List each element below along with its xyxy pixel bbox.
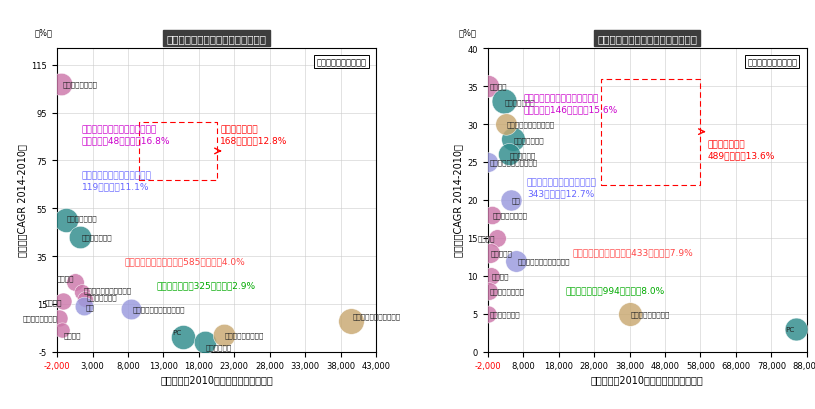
- Text: 映像配信: 映像配信: [56, 274, 74, 281]
- Point: [482, 83, 495, 90]
- Point: [57, 299, 70, 305]
- Text: ネットワークレイヤー：433億ドル、7.9%: ネットワークレイヤー：433億ドル、7.9%: [573, 247, 694, 256]
- Point: [506, 137, 519, 143]
- Text: ネット広告（オンライン）: ネット広告（オンライン）: [518, 258, 570, 264]
- Text: タブレット端末: タブレット端末: [504, 99, 535, 106]
- Point: [55, 327, 68, 334]
- Text: （%）: （%）: [35, 28, 53, 37]
- Point: [504, 197, 518, 204]
- Text: 検索: 検索: [512, 197, 521, 204]
- Title: 各市場の規模と成長性（日本市場）: 各市場の規模と成長性（日本市場）: [166, 34, 267, 44]
- Text: ％はレイヤーの成長率: ％はレイヤーの成長率: [747, 58, 797, 67]
- Text: 電子商取引: 電子商取引: [491, 250, 513, 257]
- Title: 各市場の規模と成長性（米国市場）: 各市場の規模と成長性（米国市場）: [597, 34, 698, 44]
- Point: [483, 250, 496, 257]
- Point: [345, 317, 358, 324]
- Text: オンラインゲーム: オンラインゲーム: [490, 288, 525, 294]
- Text: モバイルインターネット: モバイルインターネット: [353, 313, 401, 319]
- Text: スマートフォン: スマートフォン: [513, 137, 544, 143]
- Text: ネット広告（モバイル）: ネット広告（モバイル）: [83, 286, 131, 293]
- Point: [623, 311, 637, 317]
- Point: [790, 326, 803, 332]
- Point: [75, 289, 88, 295]
- Point: [53, 315, 66, 321]
- Text: 端末レイヤー：325億ドル、2.9%: 端末レイヤー：325億ドル、2.9%: [156, 280, 255, 289]
- Text: 携帯電話端末: 携帯電話端末: [510, 152, 536, 158]
- Point: [497, 99, 510, 105]
- Point: [482, 288, 496, 294]
- Text: アプリマーケット: アプリマーケット: [63, 81, 98, 88]
- Text: 固定インターネット: 固定インターネット: [225, 332, 264, 338]
- Point: [69, 279, 82, 286]
- Text: 端末レイヤー：994億ドル、8.0%: 端末レイヤー：994億ドル、8.0%: [566, 285, 665, 294]
- Point: [509, 258, 522, 264]
- Point: [59, 218, 72, 224]
- Text: 検索: 検索: [86, 303, 95, 310]
- Text: ネットワークレイヤー：585億ドル、4.0%: ネットワークレイヤー：585億ドル、4.0%: [125, 256, 245, 265]
- X-axis label: 市場規模（2010年実績、百万米ドル）: 市場規模（2010年実績、百万米ドル）: [591, 375, 703, 384]
- Text: アプリマーケット: アプリマーケット: [493, 212, 528, 219]
- Point: [486, 212, 499, 219]
- Text: モバイルゲーム: モバイルゲーム: [489, 310, 520, 317]
- Text: ％はレイヤーの成長率: ％はレイヤーの成長率: [316, 58, 367, 67]
- Point: [499, 121, 512, 128]
- Y-axis label: 成長率（CAGR 2014-2010）: 成長率（CAGR 2014-2010）: [17, 144, 28, 257]
- Point: [217, 332, 230, 338]
- Text: スマートフォン: スマートフォン: [82, 234, 112, 240]
- Point: [79, 296, 92, 303]
- Text: 上位レイヤー：
168億ドル、12.8%: 上位レイヤー： 168億ドル、12.8%: [220, 125, 288, 145]
- Text: 音楽配信: 音楽配信: [491, 273, 509, 279]
- Text: プラットフォームレイヤー：
343億ドル、12.7%: プラットフォームレイヤー： 343億ドル、12.7%: [526, 178, 597, 198]
- Text: 上位レイヤー：
489億ドル、13.6%: 上位レイヤー： 489億ドル、13.6%: [707, 140, 775, 160]
- Text: モバイルゲーム: モバイルゲーム: [87, 294, 117, 300]
- Point: [490, 235, 503, 241]
- Point: [484, 273, 497, 279]
- Text: 固定インターネット: 固定インターネット: [631, 310, 671, 317]
- Text: モバイルインターネット: モバイルインターネット: [507, 121, 555, 128]
- Text: オンラインゲーム: オンラインゲーム: [23, 315, 58, 321]
- Text: コンテンツ・アプリケーション
レイヤー　48億ドル、16.8%: コンテンツ・アプリケーション レイヤー 48億ドル、16.8%: [82, 125, 170, 145]
- Text: コンテンツ・アプリケーション
レイヤー　146億ドル、15.6%: コンテンツ・アプリケーション レイヤー 146億ドル、15.6%: [523, 94, 618, 115]
- Text: 電子書籍: 電子書籍: [45, 299, 62, 305]
- Text: （%）: （%）: [459, 28, 477, 37]
- Text: プラットフォームレイヤー：
119億ドル、11.1%: プラットフォームレイヤー： 119億ドル、11.1%: [82, 171, 152, 191]
- Text: 映像配信: 映像配信: [478, 235, 496, 242]
- Y-axis label: 成長率（CAGR 2014-2010）: 成長率（CAGR 2014-2010）: [453, 144, 463, 257]
- X-axis label: 市場規模（2010年実績、百万米ドル）: 市場規模（2010年実績、百万米ドル）: [161, 375, 273, 384]
- Text: ネット広告（モバイル）: ネット広告（モバイル）: [489, 159, 537, 166]
- Point: [177, 334, 190, 341]
- Point: [55, 81, 68, 88]
- Point: [482, 311, 495, 317]
- Text: PC: PC: [786, 326, 795, 332]
- Point: [198, 339, 211, 346]
- Point: [482, 159, 495, 166]
- Text: 携帯電話端末: 携帯電話端末: [206, 344, 232, 350]
- Text: PC: PC: [173, 330, 182, 336]
- Text: 電子書籍: 電子書籍: [489, 83, 507, 90]
- Text: 音楽配信: 音楽配信: [64, 332, 81, 338]
- Text: ネット広告（オンライン）: ネット広告（オンライン）: [133, 306, 186, 312]
- Point: [77, 303, 90, 310]
- Point: [73, 234, 86, 240]
- Point: [125, 306, 138, 312]
- Point: [503, 152, 516, 158]
- Text: タブレット端末: タブレット端末: [67, 215, 98, 222]
